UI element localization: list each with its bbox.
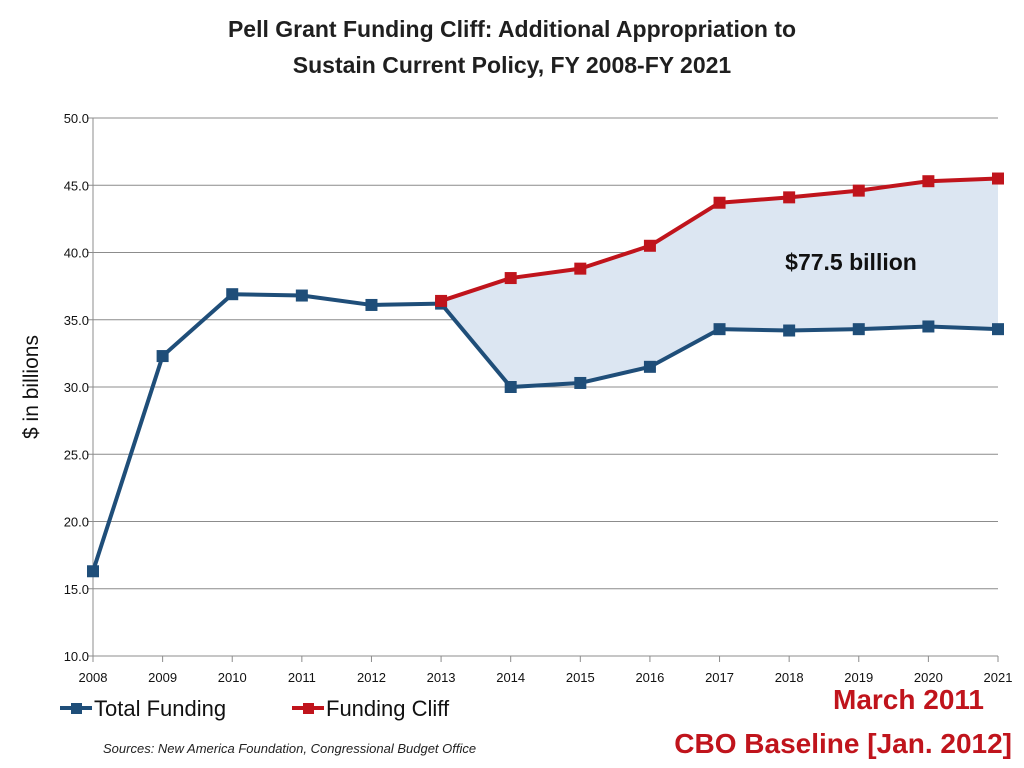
point-funding-cliff-2018 — [783, 191, 796, 204]
point-total-funding-2018 — [783, 324, 796, 337]
y-tick-label-1: 15.0 — [64, 582, 89, 597]
point-funding-cliff-2021 — [992, 172, 1004, 185]
x-tick-label-12: 2020 — [914, 670, 943, 685]
legend-label-funding-cliff: Funding Cliff — [326, 696, 450, 721]
point-total-funding-2011 — [295, 289, 308, 302]
series-line-total-funding — [91, 292, 999, 572]
point-funding-cliff-2017 — [713, 196, 726, 209]
stamp-line-2: CBO Baseline [Jan. 2012] — [674, 728, 1012, 759]
point-funding-cliff-2015 — [574, 262, 587, 275]
legend-marker-total-funding — [71, 703, 82, 714]
point-total-funding-2020 — [922, 320, 935, 333]
x-tick-label-13: 2021 — [984, 670, 1013, 685]
point-funding-cliff-2014 — [504, 272, 517, 285]
y-tick-label-8: 50.0 — [64, 111, 89, 126]
point-total-funding-2015 — [574, 376, 587, 389]
y-tick-label-3: 25.0 — [64, 447, 89, 462]
x-tick-label-2: 2010 — [218, 670, 247, 685]
series-markers — [87, 172, 1004, 578]
legend-label-total-funding: Total Funding — [94, 696, 226, 721]
y-tick-labels: 10.0 15.0 20.0 25.0 30.0 35.0 40.0 45.0 50.0 — [64, 111, 89, 664]
point-funding-cliff-2016 — [643, 239, 656, 252]
x-tick-label-8: 2016 — [635, 670, 664, 685]
point-total-funding-2009 — [156, 350, 169, 363]
x-tick-label-1: 2009 — [148, 670, 177, 685]
y-tick-label-2: 20.0 — [64, 515, 89, 530]
y-tick-label-7: 45.0 — [64, 178, 89, 193]
source-note: Sources: New America Foundation, Congres… — [103, 741, 476, 756]
point-total-funding-2019 — [852, 323, 865, 336]
x-tick-label-9: 2017 — [705, 670, 734, 685]
legend-marker-funding-cliff — [303, 703, 314, 714]
x-tick-label-6: 2014 — [496, 670, 525, 685]
point-total-funding-2016 — [643, 360, 656, 373]
funding-gap-area — [441, 178, 999, 387]
y-axis-label: $ in billions — [20, 335, 43, 439]
point-funding-cliff-2019 — [852, 184, 865, 197]
x-tick-labels: 2008 2009 2010 2011 2012 2013 2014 2015 2016 2017… — [79, 670, 1013, 685]
legend: Total Funding Funding Cliff — [60, 696, 450, 721]
x-tick-label-10: 2018 — [775, 670, 804, 685]
point-total-funding-2017 — [713, 323, 726, 336]
x-tick-label-7: 2015 — [566, 670, 595, 685]
chart-title-line-2: Sustain Current Policy, FY 2008-FY 2021 — [293, 52, 732, 78]
point-funding-cliff-2020 — [922, 175, 935, 188]
chart-title-line-1: Pell Grant Funding Cliff: Additional App… — [228, 16, 796, 42]
gap-annotation: $77.5 billion — [785, 249, 917, 275]
y-tick-label-4: 30.0 — [64, 380, 89, 395]
point-total-funding-2012 — [365, 298, 378, 311]
x-tick-label-0: 2008 — [79, 670, 108, 685]
x-tick-label-4: 2012 — [357, 670, 386, 685]
x-tick-label-11: 2019 — [844, 670, 873, 685]
stamp-line-1: March 2011 — [833, 684, 984, 715]
y-tick-label-6: 40.0 — [64, 246, 89, 261]
point-total-funding-2021 — [992, 323, 1004, 336]
y-tick-label-0: 10.0 — [64, 649, 89, 664]
y-tick-label-5: 35.0 — [64, 313, 89, 328]
x-tick-label-3: 2011 — [288, 670, 316, 685]
point-total-funding-2010 — [226, 288, 239, 301]
point-funding-cliff-2013 — [435, 294, 448, 307]
x-tick-label-5: 2013 — [427, 670, 456, 685]
point-total-funding-2008 — [87, 565, 99, 578]
point-total-funding-2014 — [504, 381, 517, 393]
